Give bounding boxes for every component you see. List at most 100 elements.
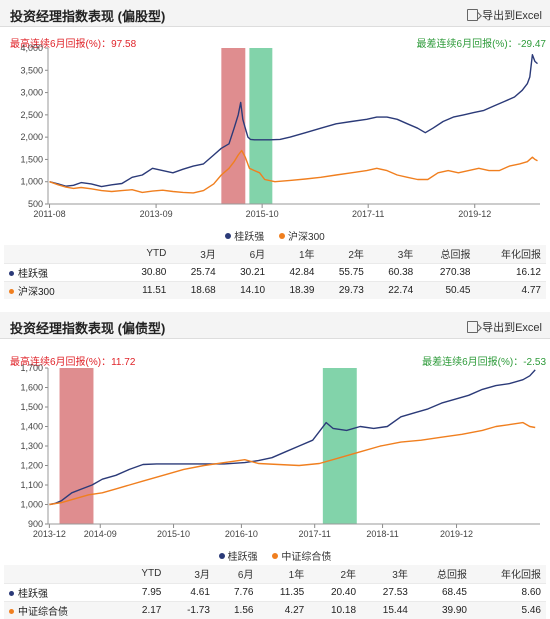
equity-chart: 500 1,000 1,500 2,000 2,500 3,000 3,500 4,000 20… [20,44,540,219]
legend-label: 中证综合债 [281,552,332,563]
y-tick-label: 500 [28,199,43,209]
table-cell: 8.60 [471,582,546,601]
panel-title: 投资经理指数表现 (偏股型) [10,9,166,24]
legend-label: 桂跃强 [227,552,258,563]
table-cell: 270.38 [418,262,476,281]
min-return-band [322,368,357,524]
export-excel-button[interactable]: 导出到Excel [467,7,542,23]
table-cell: 4.27 [258,600,310,619]
row-label: 桂跃强 [18,588,48,600]
table-header: 年化回报 [471,565,546,583]
legend-dot [279,233,286,239]
legend-item-benchmark[interactable]: 沪深300 [279,228,325,243]
table-header: 3月 [166,565,215,583]
table-cell: 5.46 [471,600,546,619]
table-cell: 50.45 [418,280,476,299]
table-header: 3年 [368,245,419,263]
export-icon [467,321,479,333]
table-header: 3年 [361,565,413,583]
x-tick-label: 2018-11 [366,529,398,539]
table-row: 沪深300 11.51 18.68 14.10 18.39 29.73 22.7… [4,280,546,299]
y-tick-label: 1,100 [20,480,43,490]
row-label: 中证综合债 [18,606,68,618]
table-header: 总回报 [412,565,472,583]
table-header-row: YTD 3月 6月 1年 2年 3年 总回报 年化回报 [4,565,546,583]
y-tick-label: 1,500 [20,402,43,412]
bond-panel: 投资经理指数表现 (偏债型) 导出到Excel 最高连续6月回报(%)：11.7… [0,312,550,619]
table-cell: 18.39 [270,280,320,299]
row-name: 桂跃强 [4,582,122,601]
table-header: 2年 [309,565,362,583]
equity-panel: 投资经理指数表现 (偏股型) 导出到Excel 最高连续6月回报(%)：97.5… [0,0,550,300]
table-cell: 11.35 [258,582,310,601]
y-tick-label: 900 [28,519,43,529]
row-name: 中证综合债 [4,600,122,619]
table-cell: 39.90 [412,600,472,619]
table-cell: 7.95 [122,582,167,601]
y-tick-label: 1,700 [20,364,43,373]
legend-dot [218,553,225,559]
min-return-band [249,48,273,204]
panel-title: 投资经理指数表现 (偏债型) [10,321,166,336]
table-header: 6月 [220,245,271,263]
series-dot [9,608,14,614]
table-cell: 18.68 [171,280,221,299]
table-header [4,565,122,583]
table-cell: 25.74 [171,262,221,281]
legend-label: 桂跃强 [234,232,265,243]
export-excel-button[interactable]: 导出到Excel [467,319,542,335]
y-tick-label: 1,600 [20,383,43,393]
panel-header: 投资经理指数表现 (偏债型) 导出到Excel [0,312,550,339]
max-return-band [221,48,246,204]
x-tick-label: 2017-11 [352,209,384,219]
table-cell: 4.77 [475,280,546,299]
export-label: 导出到Excel [482,322,542,334]
x-tick-label: 2016-10 [225,529,258,539]
x-tick-label: 2017-11 [299,529,331,539]
table-cell: 15.44 [361,600,413,619]
legend-item-manager[interactable]: 桂跃强 [225,228,264,243]
table-cell: 55.75 [319,262,369,281]
table-header: 2年 [319,245,369,263]
table-cell: -1.73 [166,600,215,619]
legend-dot [225,233,232,239]
y-tick-label: 1,300 [20,441,43,451]
row-name: 沪深300 [4,280,122,299]
max-return-annotation: 最高连续6月回报(%)：97.58 [10,39,137,50]
panel-header: 投资经理指数表现 (偏股型) 导出到Excel [0,0,550,27]
table-cell: 42.84 [270,262,320,281]
legend-item-manager[interactable]: 桂跃强 [218,548,258,563]
table-cell: 2.17 [122,600,167,619]
table-cell: 16.12 [475,262,546,281]
table-header: 3月 [171,245,221,263]
table-header: 1年 [258,565,310,583]
table-cell: 20.40 [309,582,362,601]
export-icon [467,9,479,21]
series-dot [9,590,14,596]
x-tick-label: 2013-12 [33,529,66,539]
table-header: 年化回报 [475,245,546,263]
manager-line [49,369,536,506]
table-cell: 22.74 [368,280,419,299]
table-header [4,245,122,263]
y-tick-label: 3,000 [20,88,43,98]
y-tick-label: 1,000 [20,500,43,510]
y-tick-label: 2,500 [20,110,43,120]
x-tick-label: 2015-10 [246,209,279,219]
max-return-annotation: 最高连续6月回报(%)：11.72 [10,357,136,368]
chart-legend: 桂跃强 中证综合债 [0,548,550,563]
min-return-annotation: 最差连续6月回报(%)：-29.47 [416,39,546,50]
table-cell: 4.61 [166,582,215,601]
table-cell: 30.21 [220,262,271,281]
x-tick-label: 2019-12 [458,209,491,219]
x-tick-label: 2015-10 [157,529,190,539]
returns-table: YTD 3月 6月 1年 2年 3年 总回报 年化回报 桂跃强 30.80 25… [4,245,546,299]
legend-item-benchmark[interactable]: 中证综合债 [272,548,331,563]
row-name: 桂跃强 [4,262,122,281]
table-cell: 60.38 [368,262,419,281]
legend-dot [272,553,279,559]
y-tick-label: 4,000 [20,44,43,53]
table-header: 6月 [214,565,259,583]
bond-chart: 900 1,000 1,100 1,200 1,300 1,400 1,500 1,600 1,… [20,364,540,539]
table-header: YTD [122,245,172,263]
